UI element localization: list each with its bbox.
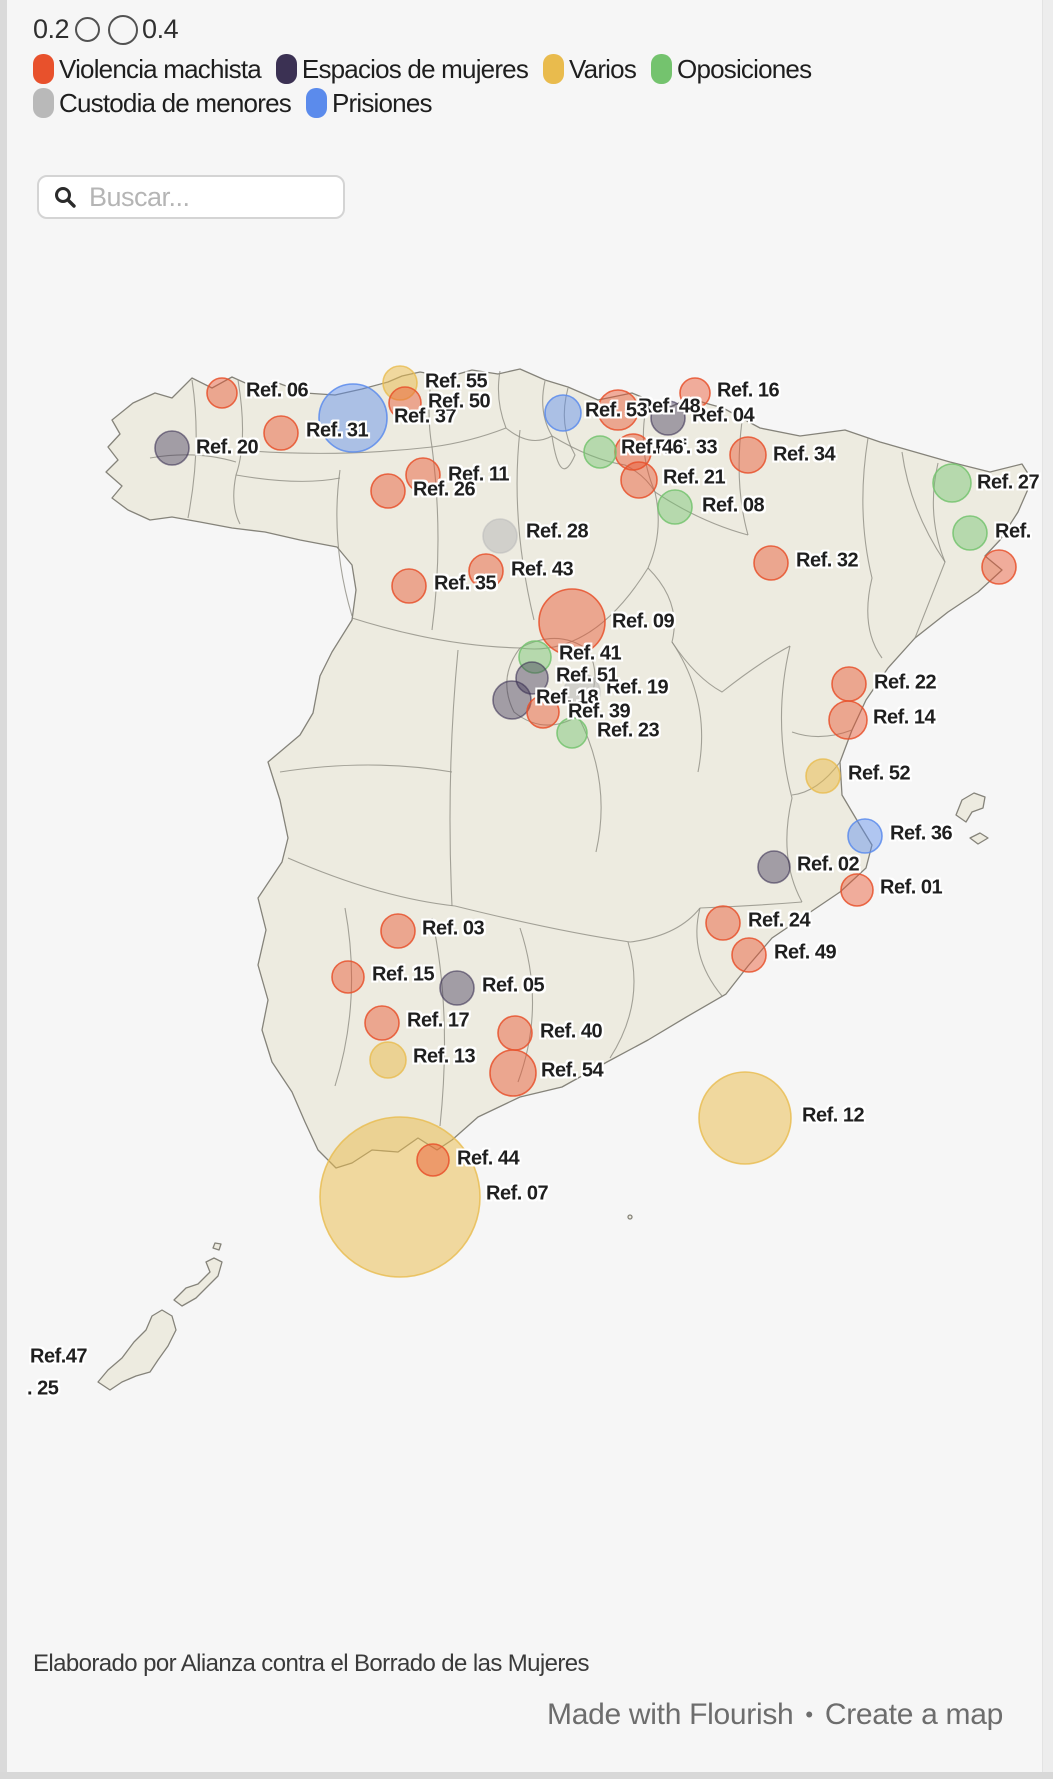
legend-item-violencia[interactable]: Violencia machista [33, 53, 262, 85]
map-marker-circle-ref-34[interactable] [729, 436, 767, 474]
map-marker-circle-ref-52[interactable] [805, 758, 841, 794]
map-marker-circle-ref-13[interactable] [369, 1041, 407, 1079]
map-marker-circle-ref-26[interactable] [370, 473, 406, 509]
map-marker-circle-ref-35[interactable] [391, 568, 427, 604]
balearic-islands [955, 792, 989, 845]
legend-item-oposiciones[interactable]: Oposiciones [651, 53, 812, 85]
legend-label: Custodia de menores [59, 88, 292, 118]
map-marker-circle-ref-53[interactable] [544, 394, 582, 432]
map-marker-circle-ref-15[interactable] [331, 960, 365, 994]
map-marker-circle-ref-17[interactable] [364, 1005, 400, 1041]
category-legend: Violencia machista Espacios de mujeres Var… [33, 53, 993, 121]
map-marker-circle-ref-23[interactable] [556, 717, 588, 749]
map-marker-circle-ref-03[interactable] [380, 913, 416, 949]
map-marker-circle-ref-02[interactable] [757, 850, 791, 884]
map-marker-circle-ref-40[interactable] [497, 1015, 533, 1051]
create-a-map-link[interactable]: Create a map [824, 1698, 1003, 1731]
legend-swatch-prisiones [305, 88, 327, 118]
bottom-edge-strip [0, 1772, 1053, 1779]
legend-swatch-custodia [33, 88, 54, 118]
map-marker-circle-ref-27[interactable] [932, 463, 972, 503]
size-legend: 0.2 0.4 [33, 14, 179, 45]
size-legend-max-label: 0.4 [142, 14, 179, 44]
legend-label: Prisiones [331, 88, 433, 118]
map-marker-circle-ref-24[interactable] [705, 905, 741, 941]
map-marker-circle-ref-31[interactable] [263, 415, 299, 451]
flourish-credit: Made with Flourish • Create a map [547, 1698, 1003, 1732]
map-marker-circle-ref-41[interactable] [518, 640, 552, 674]
map-marker-circle-ref-04[interactable] [650, 400, 686, 436]
legend-item-varios[interactable]: Varios [543, 53, 637, 85]
map-marker-circle-ref-28[interactable] [482, 518, 518, 554]
legend-row: Violencia machista Espacios de mujeres Var… [33, 53, 993, 85]
map-marker-circle-ref-37[interactable] [318, 383, 388, 453]
map-marker-circle-ref-51[interactable] [515, 661, 549, 695]
search-input[interactable] [87, 180, 331, 214]
map-marker-circle-ref-44[interactable] [416, 1143, 450, 1177]
legend-label: Varios [569, 54, 637, 84]
size-legend-small-circle [75, 17, 101, 42]
legend-label: Espacios de mujeres [301, 54, 529, 84]
map-marker-circle-ref[interactable] [952, 515, 988, 551]
map-marker-circle-ref-55[interactable] [382, 365, 418, 401]
legend-label: Violencia machista [59, 54, 262, 84]
map-marker-circle-ref-48[interactable] [597, 389, 639, 431]
map-marker-circle-ref-49[interactable] [731, 937, 767, 973]
search-icon [55, 187, 76, 208]
legend-swatch-violencia [33, 54, 54, 84]
made-with-flourish-link[interactable]: Made with Flourish [547, 1698, 794, 1731]
legend-item-espacios[interactable]: Espacios de mujeres [275, 53, 529, 85]
legend-swatch-espacios [275, 54, 297, 84]
map-marker-circle-ref-39[interactable] [526, 695, 560, 729]
map-marker-circle[interactable] [981, 549, 1017, 585]
left-edge-strip [0, 0, 7, 1779]
credit-separator: • [805, 1702, 813, 1727]
map-marker-circle-ref-46[interactable] [583, 435, 617, 469]
map-marker-circle-ref-06[interactable] [206, 377, 238, 409]
map-marker-circle-ref-19[interactable] [563, 673, 601, 711]
map-marker-circle-ref-50[interactable] [388, 386, 422, 420]
map-marker-circle-ref-43[interactable] [468, 553, 504, 589]
map-marker-circle-ref-09[interactable] [538, 588, 606, 656]
map-marker-circle-ref-07[interactable] [319, 1116, 481, 1278]
legend-swatch-varios [543, 54, 565, 84]
canary-islands [97, 1242, 223, 1391]
map-marker-circle-ref-16[interactable] [679, 377, 711, 409]
legend-row: Custodia de menores Prisiones [33, 87, 993, 119]
size-legend-large-circle [108, 14, 139, 45]
map-marker-circle-ref-12[interactable] [698, 1071, 792, 1165]
right-edge-strip [1042, 0, 1053, 1779]
map-marker-circle-ref-11[interactable] [405, 457, 441, 493]
marker-circles-layer [154, 365, 1017, 1278]
map-marker-circle-ref-08[interactable] [657, 489, 693, 525]
legend-item-prisiones[interactable]: Prisiones [305, 87, 433, 119]
map-marker-circle-ref-01[interactable] [840, 873, 874, 907]
map-marker-circle-ref-33[interactable] [614, 433, 652, 471]
map-marker-circle-ref-54[interactable] [489, 1049, 537, 1097]
legend-label: Oposiciones [677, 54, 812, 84]
credit-text: Elaborado por Alianza contra el Borrado … [33, 1650, 590, 1677]
small-islet [627, 1214, 633, 1220]
map-marker-circle-ref-22[interactable] [831, 666, 867, 702]
map-marker-circle-ref-14[interactable] [828, 700, 868, 740]
search-box[interactable] [37, 175, 345, 219]
size-legend-min-label: 0.2 [33, 14, 70, 44]
legend-item-custodia[interactable]: Custodia de menores [33, 87, 292, 119]
map-marker-circle-ref-05[interactable] [439, 970, 475, 1006]
map-marker-circle-ref-21[interactable] [620, 461, 658, 499]
legend-swatch-oposiciones [651, 54, 673, 84]
map-marker-circle-ref-32[interactable] [753, 545, 789, 581]
map-marker-circle-ref-20[interactable] [154, 430, 190, 466]
spain-landmass [105, 368, 1033, 1169]
map-marker-circle-ref-36[interactable] [847, 818, 883, 854]
